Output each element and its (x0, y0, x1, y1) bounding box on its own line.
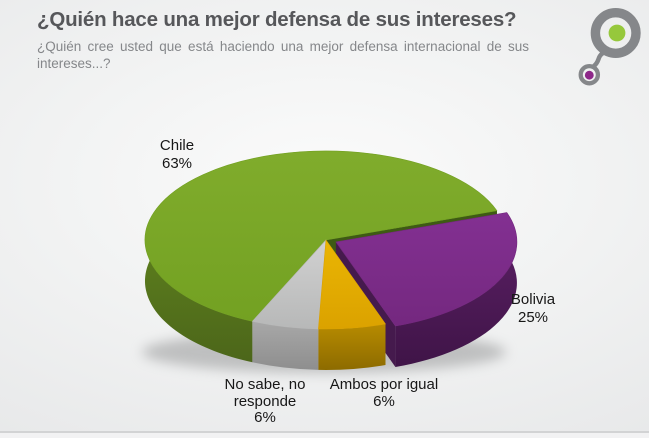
pie-label-bolivia-name: Bolivia (510, 291, 556, 308)
pie-label-ambos-name: Ambos por igual (329, 376, 439, 393)
page-title: ¿Quién hace una mejor defensa de sus int… (37, 8, 517, 31)
logo-purple-dot-icon (584, 70, 594, 80)
pie-label-bolivia-pct: 25% (517, 309, 549, 326)
pie-slice-ambos-por-igual (318, 239, 386, 330)
pie-label-ambos-pct: 6% (373, 392, 395, 410)
pie-wall-ambos-por-igual (318, 324, 386, 370)
pie-slice-chile (144, 150, 498, 322)
pie-slice-bolivia (335, 212, 518, 327)
pie-wall-no-sabe-no-responde (252, 321, 319, 370)
header: ¿Quién hace una mejor defensa de sus int… (37, 8, 562, 72)
company-logo (578, 8, 641, 86)
pie-label-bolivia: Bolivia 25% (486, 291, 580, 327)
pie-label-chile-name: Chile (159, 137, 195, 154)
logo-big-ring (590, 8, 641, 58)
pie-label-chile: Chile 63% (132, 137, 222, 173)
slide-bottom-edge (0, 433, 649, 438)
pie-label-ambos: Ambos por igual 6% (316, 376, 452, 410)
page-subtitle: ¿Quién cree usted que está haciendo una … (37, 39, 529, 71)
logo-small-ring (578, 63, 601, 86)
pie-label-no-sabe: No sabe, no responde 6% (214, 376, 316, 427)
pie-label-chile-pct: 63% (161, 155, 193, 172)
pie-wall-bolivia (395, 212, 517, 367)
pie-label-no-sabe-name: No sabe, no responde (224, 376, 306, 410)
logo-green-dot-icon (608, 24, 626, 42)
logo-connector (591, 50, 606, 69)
pie-label-no-sabe-pct: 6% (254, 409, 276, 426)
